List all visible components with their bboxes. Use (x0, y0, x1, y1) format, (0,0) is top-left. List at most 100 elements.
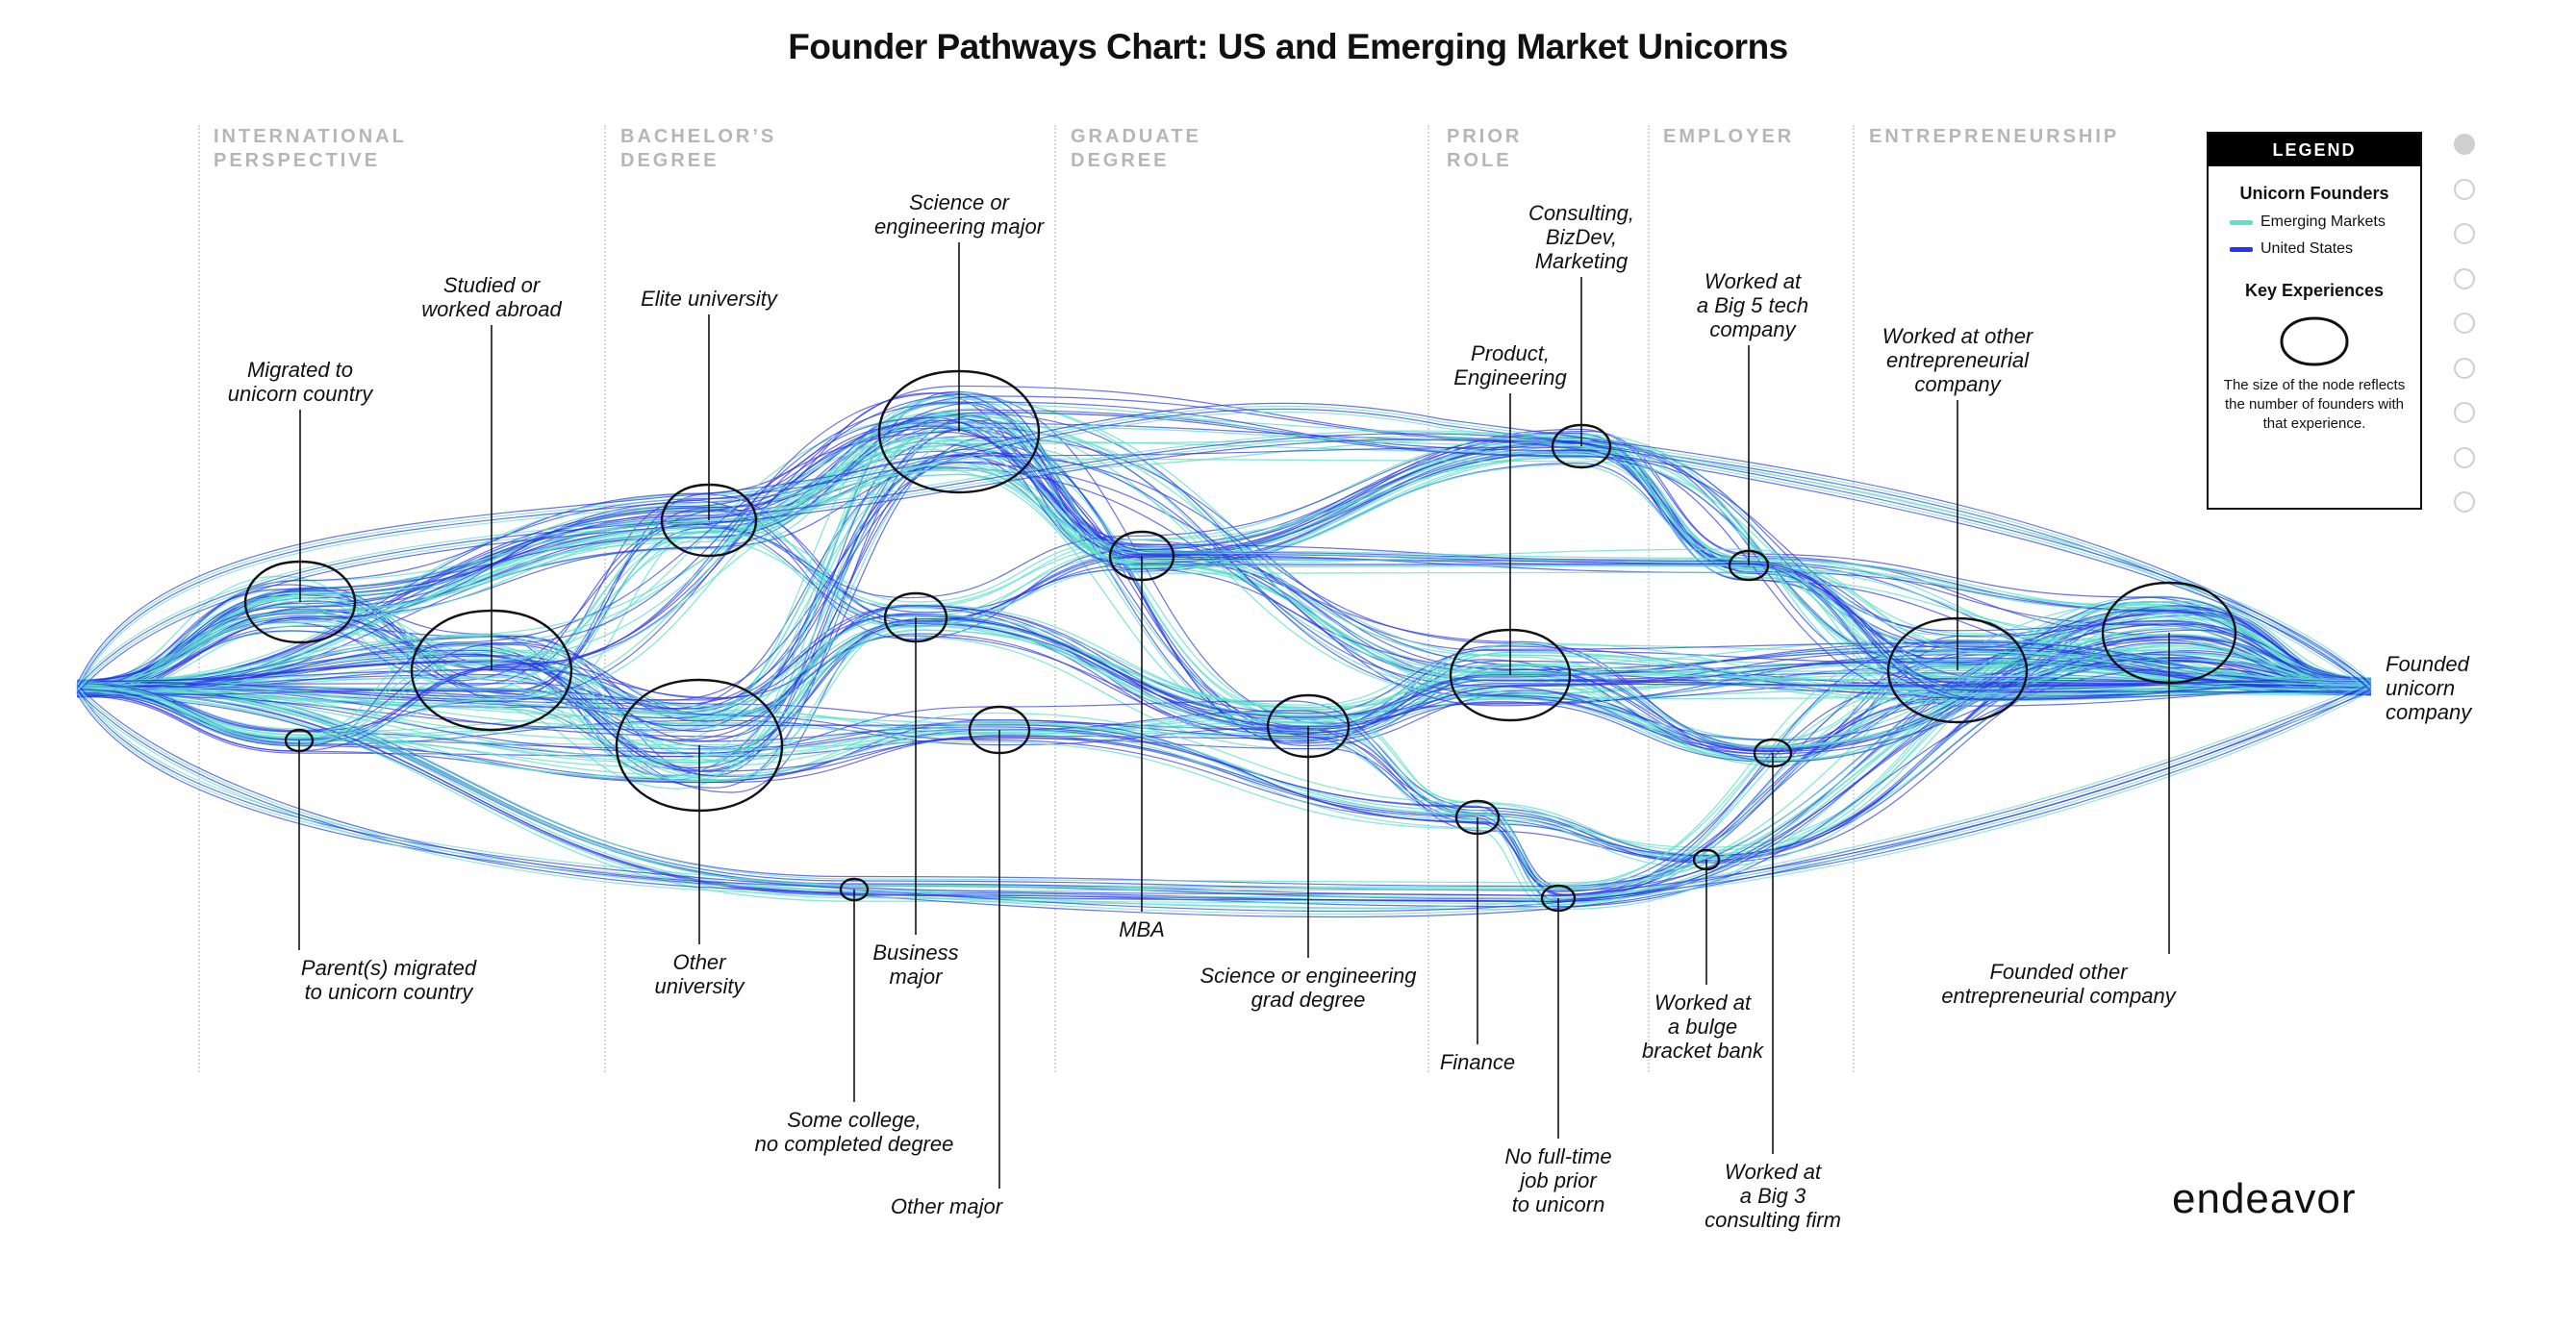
stage-divider (1054, 125, 1056, 1072)
endeavor-logo: endeavor (2172, 1175, 2357, 1222)
node-label-consulting: Consulting, BizDev, Marketing (1528, 201, 1635, 273)
flow-line-united-states (76, 391, 2372, 741)
flow-line-united-states (76, 401, 2372, 732)
node-sciencegrad (1266, 693, 1351, 759)
node-otheruni (615, 678, 784, 813)
pager-dot-5[interactable] (2454, 313, 2475, 334)
node-label-somecollege: Some college, no completed degree (754, 1108, 954, 1156)
pager-dot-8[interactable] (2454, 446, 2475, 468)
pager-dot-7[interactable] (2454, 402, 2475, 423)
pager-dot-2[interactable] (2454, 178, 2475, 200)
legend-key-title: Key Experiences (2244, 281, 2385, 300)
node-elite (660, 483, 758, 558)
stage-label-bachelors: BACHELOR’S DEGREE (620, 126, 777, 171)
legend-swatch-us (2230, 246, 2253, 252)
flow-line-envelope (76, 690, 2372, 906)
flow-line-united-states (76, 442, 2372, 697)
node-label-otheruni: Other university (654, 950, 745, 998)
flow-line-emerging-markets (76, 458, 2372, 696)
node-consulting (1551, 423, 1612, 469)
flow-line-united-states (76, 412, 2372, 689)
flow-line-united-states (76, 613, 2372, 718)
flow-line-emerging-markets (76, 414, 2372, 743)
stage-label-employer: EMPLOYER (1663, 126, 1795, 147)
flow-line-envelope (76, 405, 2372, 689)
flow-line-envelope (76, 690, 2372, 918)
flow-line-united-states (76, 436, 2372, 763)
node-label-elite: Elite university (641, 287, 777, 311)
flow-line-emerging-markets (76, 464, 2372, 746)
flow-line-emerging-markets (76, 624, 2372, 781)
node-label-othermajor: Other major (890, 1194, 1003, 1218)
flow-line-envelope (76, 688, 2372, 903)
flow-line-emerging-markets (76, 621, 2372, 708)
stage-divider (1853, 125, 1855, 1072)
stage-label-international: INTERNATIONAL PERSPECTIVE (214, 126, 407, 171)
node-big5 (1728, 549, 1770, 582)
stage-label-prior-role: PRIOR ROLE (1447, 126, 1523, 171)
legend-label-us: United States (2260, 240, 2354, 257)
node-science (877, 369, 1041, 494)
stage-divider (1427, 125, 1429, 1072)
flow-line-envelope (76, 402, 2372, 686)
flow-line-emerging-markets (76, 447, 2372, 708)
legend-item-emerging: Emerging Markets (2230, 213, 2420, 231)
node-label-sciencegrad: Science or engineering grad degree (1200, 964, 1417, 1012)
flow-line-emerging-markets (76, 642, 2372, 851)
node-mba (1108, 530, 1175, 582)
flow-line-envelope (76, 411, 2372, 694)
flow-line-emerging-markets (76, 473, 2372, 740)
flow-line-emerging-markets (76, 614, 2372, 714)
pager-dot-3[interactable] (2454, 223, 2475, 244)
flow-line-envelope (76, 439, 2372, 694)
stage-divider (198, 125, 200, 1072)
flow-line-emerging-markets (76, 616, 2372, 884)
node-big3 (1753, 738, 1793, 768)
node-bulge (1692, 848, 1721, 871)
page-title: Founder Pathways Chart: US and Emerging … (788, 27, 1788, 66)
legend-founders-title: Unicorn Founders (2239, 184, 2389, 203)
flow-line-emerging-markets (76, 436, 2372, 694)
stage-label-entrepreneurship: ENTREPRENEURSHIP (1869, 126, 2120, 147)
node-label-bulge: Worked at a bulge bracket bank (1642, 990, 1763, 1063)
flow-line-united-states (76, 667, 2372, 908)
stage-label-graduate: GRADUATE DEGREE (1071, 126, 1201, 171)
node-product (1449, 628, 1572, 722)
flow-line-envelope (76, 430, 2372, 686)
flow-line-united-states (76, 658, 2372, 863)
node-business (883, 591, 948, 643)
flow-line-united-states (76, 622, 2372, 769)
flow-line-envelope (76, 433, 2372, 689)
flow-line-emerging-markets (76, 403, 2372, 692)
flow-line-united-states (76, 427, 2372, 733)
node-abroad (410, 609, 573, 732)
flow-line-emerging-markets (76, 439, 2372, 782)
flow-lines (76, 385, 2372, 918)
flow-line-envelope (76, 685, 2372, 913)
node-label-nojob: No full-time job prior to unicorn (1504, 1144, 1612, 1216)
flow-line-emerging-markets (76, 612, 2372, 762)
pager-dot-9[interactable] (2454, 491, 2475, 513)
flow-line-united-states (76, 454, 2372, 773)
node-label-abroad: Studied or worked abroad (421, 273, 562, 321)
node-migrated (243, 560, 357, 644)
legend-swatch-emerging (2230, 219, 2253, 225)
pager-dot-1[interactable] (2454, 134, 2475, 155)
legend-note: The size of the node reflects the number… (2223, 377, 2406, 432)
node-label-finance: Finance (1439, 1050, 1516, 1074)
node-label-big5: Worked at a Big 5 tech company (1696, 269, 1809, 341)
node-finance (1454, 799, 1501, 836)
pager-dot-4[interactable] (2454, 267, 2475, 289)
leader-lines (298, 242, 2170, 1189)
flow-line-envelope (76, 682, 2372, 897)
flow-line-emerging-markets (76, 618, 2372, 890)
node-foundedother (2101, 581, 2237, 685)
node-parents (284, 728, 315, 753)
flow-line-emerging-markets (76, 467, 2372, 736)
node-otherent (1886, 616, 2029, 724)
experience-nodes (243, 369, 2237, 913)
node-somecollege (839, 877, 870, 902)
flow-line-envelope (76, 408, 2372, 691)
flow-line-united-states (76, 395, 2372, 683)
pager-dot-6[interactable] (2454, 357, 2475, 379)
